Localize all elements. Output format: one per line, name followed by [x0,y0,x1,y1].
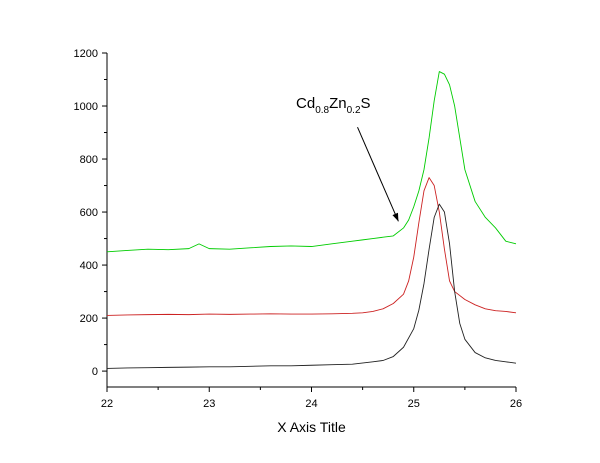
annotation-arrow-head [392,212,399,222]
y-tick-label: 200 [80,313,98,325]
annotation-subscript: 0.8 [315,105,329,116]
annotation-label: Cd0.8Zn0.2S [296,95,371,116]
series-line-0 [106,71,517,253]
y-tick-label: 800 [80,154,98,166]
annotation-text: S [361,95,371,112]
annotation-text: Zn [329,95,347,112]
y-tick-label: 1200 [74,48,98,60]
y-tick-label: 600 [80,207,98,219]
x-tick-label: 25 [408,398,420,410]
y-tick-label: 400 [80,260,98,272]
annotation-layer: Cd0.8Zn0.2S [296,95,399,222]
series-line-1 [106,177,517,316]
series-layer [106,71,517,369]
series-line-2 [106,203,517,369]
y-tick-label: 1000 [74,101,98,113]
annotation-arrow-line [357,127,399,222]
axes: 0 200 400 600 800 1000 1200 22 23 24 25 26 X Axis Ti… [74,48,523,435]
y-tick-label: 0 [92,366,98,378]
annotation-subscript: 0.2 [347,105,361,116]
x-tick-label: 23 [203,398,215,410]
x-tick-label: 22 [101,398,113,410]
x-axis-title: X Axis Title [277,419,346,435]
x-tick-label: 26 [510,398,522,410]
annotation-text: Cd [296,95,315,112]
x-tick-label: 24 [305,398,317,410]
